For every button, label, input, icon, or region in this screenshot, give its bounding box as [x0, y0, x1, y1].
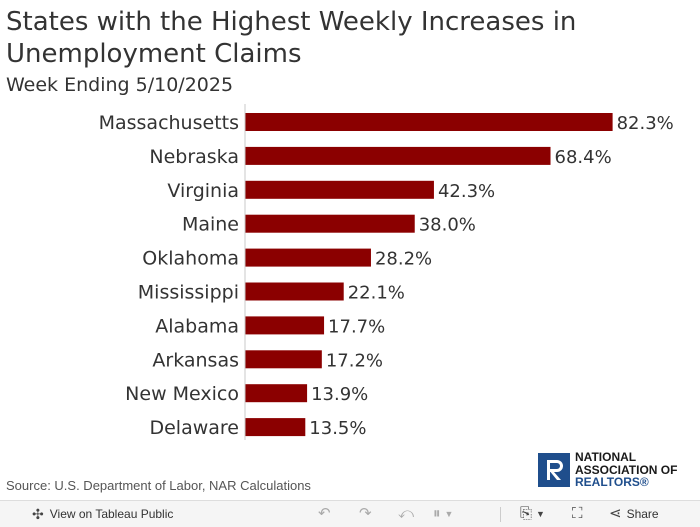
value-label-delaware: 13.5% [309, 418, 366, 439]
logo-line-3: REALTORS® [575, 475, 649, 489]
value-label-virginia: 42.3% [438, 181, 495, 202]
bar-delaware[interactable] [245, 418, 306, 437]
bar-oklahoma[interactable] [245, 248, 371, 267]
bar-chart: Massachusetts 82.3% Nebraska 68.4% Virginia 4… [99, 104, 674, 440]
value-label-maine: 38.0% [419, 215, 476, 236]
bar-mississippi[interactable] [245, 282, 344, 301]
pause-icon: ⏸ [433, 505, 441, 522]
pause-updates-button[interactable]: ⏸ ▼ [433, 505, 453, 523]
category-label-arkansas: Arkansas [152, 349, 239, 371]
redo-button[interactable]: ↷ [359, 505, 372, 523]
value-label-oklahoma: 28.2% [375, 249, 432, 270]
dropdown-arrow-icon: ▼ [536, 509, 545, 519]
view-on-tableau-label: View on Tableau Public [49, 507, 174, 521]
share-label: Share [626, 507, 659, 521]
download-button[interactable]: ⎘ ▼ [520, 505, 545, 523]
revert-button[interactable]: ⤺ [398, 505, 414, 523]
value-label-new-mexico: 13.9% [311, 384, 368, 405]
toolbar-divider [500, 507, 501, 522]
fullscreen-button[interactable]: ⛶ [572, 505, 583, 523]
share-icon: ⋖ [609, 505, 622, 522]
undo-button[interactable]: ↶ [318, 505, 331, 523]
redo-icon: ↷ [359, 505, 372, 522]
tableau-toolbar: ✣ View on Tableau Public ↶ ↷ ⤺ ⏸ ▼ ⎘ ▼ ⛶ ⋖… [0, 500, 700, 527]
fullscreen-icon: ⛶ [572, 505, 583, 522]
value-label-nebraska: 68.4% [555, 147, 612, 168]
logo-line-1: NATIONAL [575, 450, 637, 464]
logo-line-2: ASSOCIATION OF [575, 462, 678, 477]
bar-new-mexico[interactable] [245, 384, 308, 403]
value-label-alabama: 17.7% [328, 316, 385, 337]
category-label-maine: Maine [182, 214, 239, 236]
category-label-delaware: Delaware [149, 417, 239, 439]
category-label-new-mexico: New Mexico [125, 383, 239, 405]
download-icon: ⎘ [520, 505, 533, 522]
nar-logo: NATIONAL ASSOCIATION OF REALTORS® [538, 451, 698, 489]
undo-icon: ↶ [318, 505, 331, 522]
bar-alabama[interactable] [245, 316, 325, 335]
bar-massachusetts[interactable] [245, 113, 613, 131]
category-label-nebraska: Nebraska [149, 146, 239, 168]
tableau-logo-icon: ✣ [32, 506, 44, 522]
chart-subtitle: Week Ending 5/10/2025 [6, 74, 234, 96]
value-label-mississippi: 22.1% [348, 283, 405, 304]
share-button[interactable]: ⋖ Share [609, 505, 659, 523]
bar-maine[interactable] [245, 214, 415, 233]
source-note: Source: U.S. Department of Labor, NAR Ca… [6, 478, 311, 493]
chart-title: States with the Highest Weekly Increases… [6, 7, 577, 69]
category-label-alabama: Alabama [155, 315, 239, 337]
value-label-massachusetts: 82.3% [617, 113, 674, 134]
view-on-tableau-public-link[interactable]: ✣ View on Tableau Public [32, 505, 173, 523]
bar-virginia[interactable] [245, 180, 434, 199]
realtor-r-icon [538, 453, 570, 487]
category-label-oklahoma: Oklahoma [142, 248, 239, 270]
value-label-arkansas: 17.2% [326, 350, 383, 371]
bar-arkansas[interactable] [245, 350, 322, 369]
category-label-massachusetts: Massachusetts [99, 112, 239, 134]
revert-icon: ⤺ [398, 505, 415, 522]
category-label-mississippi: Mississippi [138, 282, 239, 304]
dropdown-arrow-icon: ▼ [444, 509, 454, 519]
category-label-virginia: Virginia [167, 180, 239, 202]
bar-nebraska[interactable] [245, 146, 551, 165]
